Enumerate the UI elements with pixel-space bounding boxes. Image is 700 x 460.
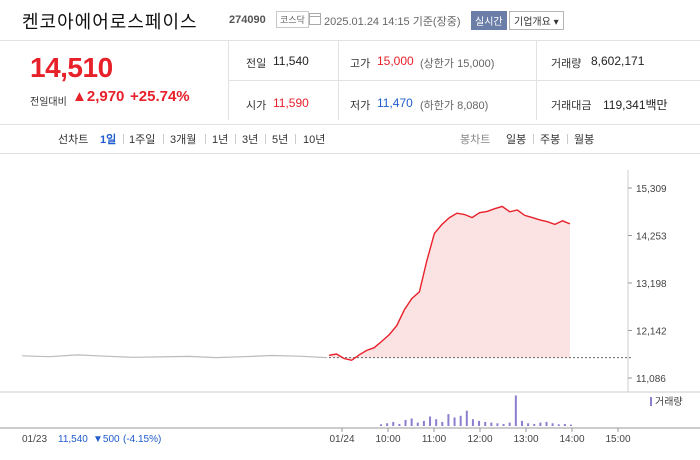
volume-bar [465,410,468,426]
footer-prev-change: ▼500 [93,434,120,445]
x-tick-label: 14:00 [559,434,584,445]
stock-code: 274090 [229,14,266,26]
x-tick-label: 01/24 [329,434,354,445]
volume-bar [380,424,382,426]
y-tick-label: 15,309 [636,184,667,195]
volume-bar [416,422,419,426]
footer-prev-close: 11,540 [58,434,88,445]
volume-bar [484,421,487,426]
volume-bar [496,423,499,426]
tab-3m[interactable]: 3개월 [170,134,197,146]
current-price: 14,510 [30,52,113,83]
tab-1w[interactable]: 1주일 [129,134,156,146]
line-chart-label: 선차트 [58,134,89,146]
tab-5y[interactable]: 5년 [272,134,289,146]
tab-10y[interactable]: 10년 [303,134,326,146]
prev-label: 전일 [246,58,267,70]
company-info-button[interactable]: 기업개요 ▾ [509,11,564,30]
footer-prev-date: 01/23 [22,434,48,445]
x-tick-label: 10:00 [375,434,400,445]
volume-bar [392,421,395,426]
y-tick-label: 13,198 [636,279,667,290]
volume-bar [570,424,572,426]
prev-day-line [21,354,328,359]
today-area [329,206,570,361]
low-label: 저가 [350,100,371,112]
volume-bar [539,422,542,426]
volume-bar [447,414,450,426]
volume-bar [508,422,511,426]
volume-bar [502,423,505,426]
candle-chart-label: 봉차트 [460,134,491,146]
tab-weekly[interactable]: 주봉 [540,134,561,146]
amount-value: 119,341백만 [603,98,668,112]
volume-bar [386,423,389,426]
stock-header: 켄코아에어로스페이스 274090 코스닥 2025.01.24 14:15 기… [0,0,700,34]
volume-bar [422,420,425,426]
change-amount: ▲2,970 [72,88,125,105]
tab-monthly[interactable]: 월봉 [574,134,595,146]
high-label: 고가 [350,58,371,70]
timestamp: 2025.01.24 14:15 기준(장중) [324,16,461,28]
x-tick-label: 11:00 [422,434,447,445]
low-value: 11,470 [377,96,413,110]
x-tick-label: 13:00 [513,434,538,445]
realtime-button[interactable]: 실시간 [471,11,507,30]
open-label: 시가 [246,100,267,112]
volume-bar [514,395,517,426]
volume-bar [490,422,493,426]
volume-bar [471,419,474,426]
volume-bar [527,423,530,426]
lower-limit: (하한가 8,080) [420,100,489,112]
volume-bar [410,418,413,426]
y-tick-label: 14,253 [636,232,667,243]
high-value: 15,000 [377,54,414,68]
today-price-line [328,205,571,362]
volume-bar [435,419,438,426]
volume-legend-label: 거래량 [655,396,683,408]
tab-1y[interactable]: 1년 [212,134,229,146]
volume-bar [533,423,536,426]
volume-bar [545,421,548,426]
volume-bar [429,416,432,426]
y-tick-label: 11,086 [636,374,666,385]
volume-bar [404,419,407,426]
footer-prev-pct: (-4.15%) [123,434,162,445]
volume-bar [520,420,523,426]
x-tick-label: 12:00 [467,434,492,445]
volume-bar [557,424,560,426]
tab-daily[interactable]: 일봉 [506,134,527,146]
open-value: 11,590 [273,96,309,110]
market-badge: 코스닥 [276,11,309,28]
y-tick-label: 12,142 [636,326,667,337]
tab-1d[interactable]: 1일 [100,134,117,146]
volume-bar [478,420,481,426]
change-label: 전일대비 [30,97,67,108]
volume-bar [459,415,462,426]
tab-3y[interactable]: 3년 [242,134,259,146]
volume-bar [563,423,566,426]
x-tick-label: 15:00 [605,434,630,445]
volume-bar [398,423,401,426]
calendar-icon [309,13,321,25]
volume-label: 거래량 [551,58,582,70]
volume-legend-swatch [650,397,652,406]
prev-value: 11,540 [273,54,309,68]
volume-bar [551,423,554,426]
amount-label: 거래대금 [551,100,592,112]
volume-value: 8,602,171 [591,54,645,68]
chart-tabs: 선차트 1일 1주일 3개월 1년 3년 5년 10년 봉차트 일봉 주봉 월봉 [0,128,700,150]
stock-name: 켄코아에어로스페이스 [22,12,198,32]
upper-limit: (상한가 15,000) [420,58,495,70]
volume-bar [453,417,456,426]
change-percent: +25.74% [130,88,190,105]
volume-bar [441,421,444,426]
